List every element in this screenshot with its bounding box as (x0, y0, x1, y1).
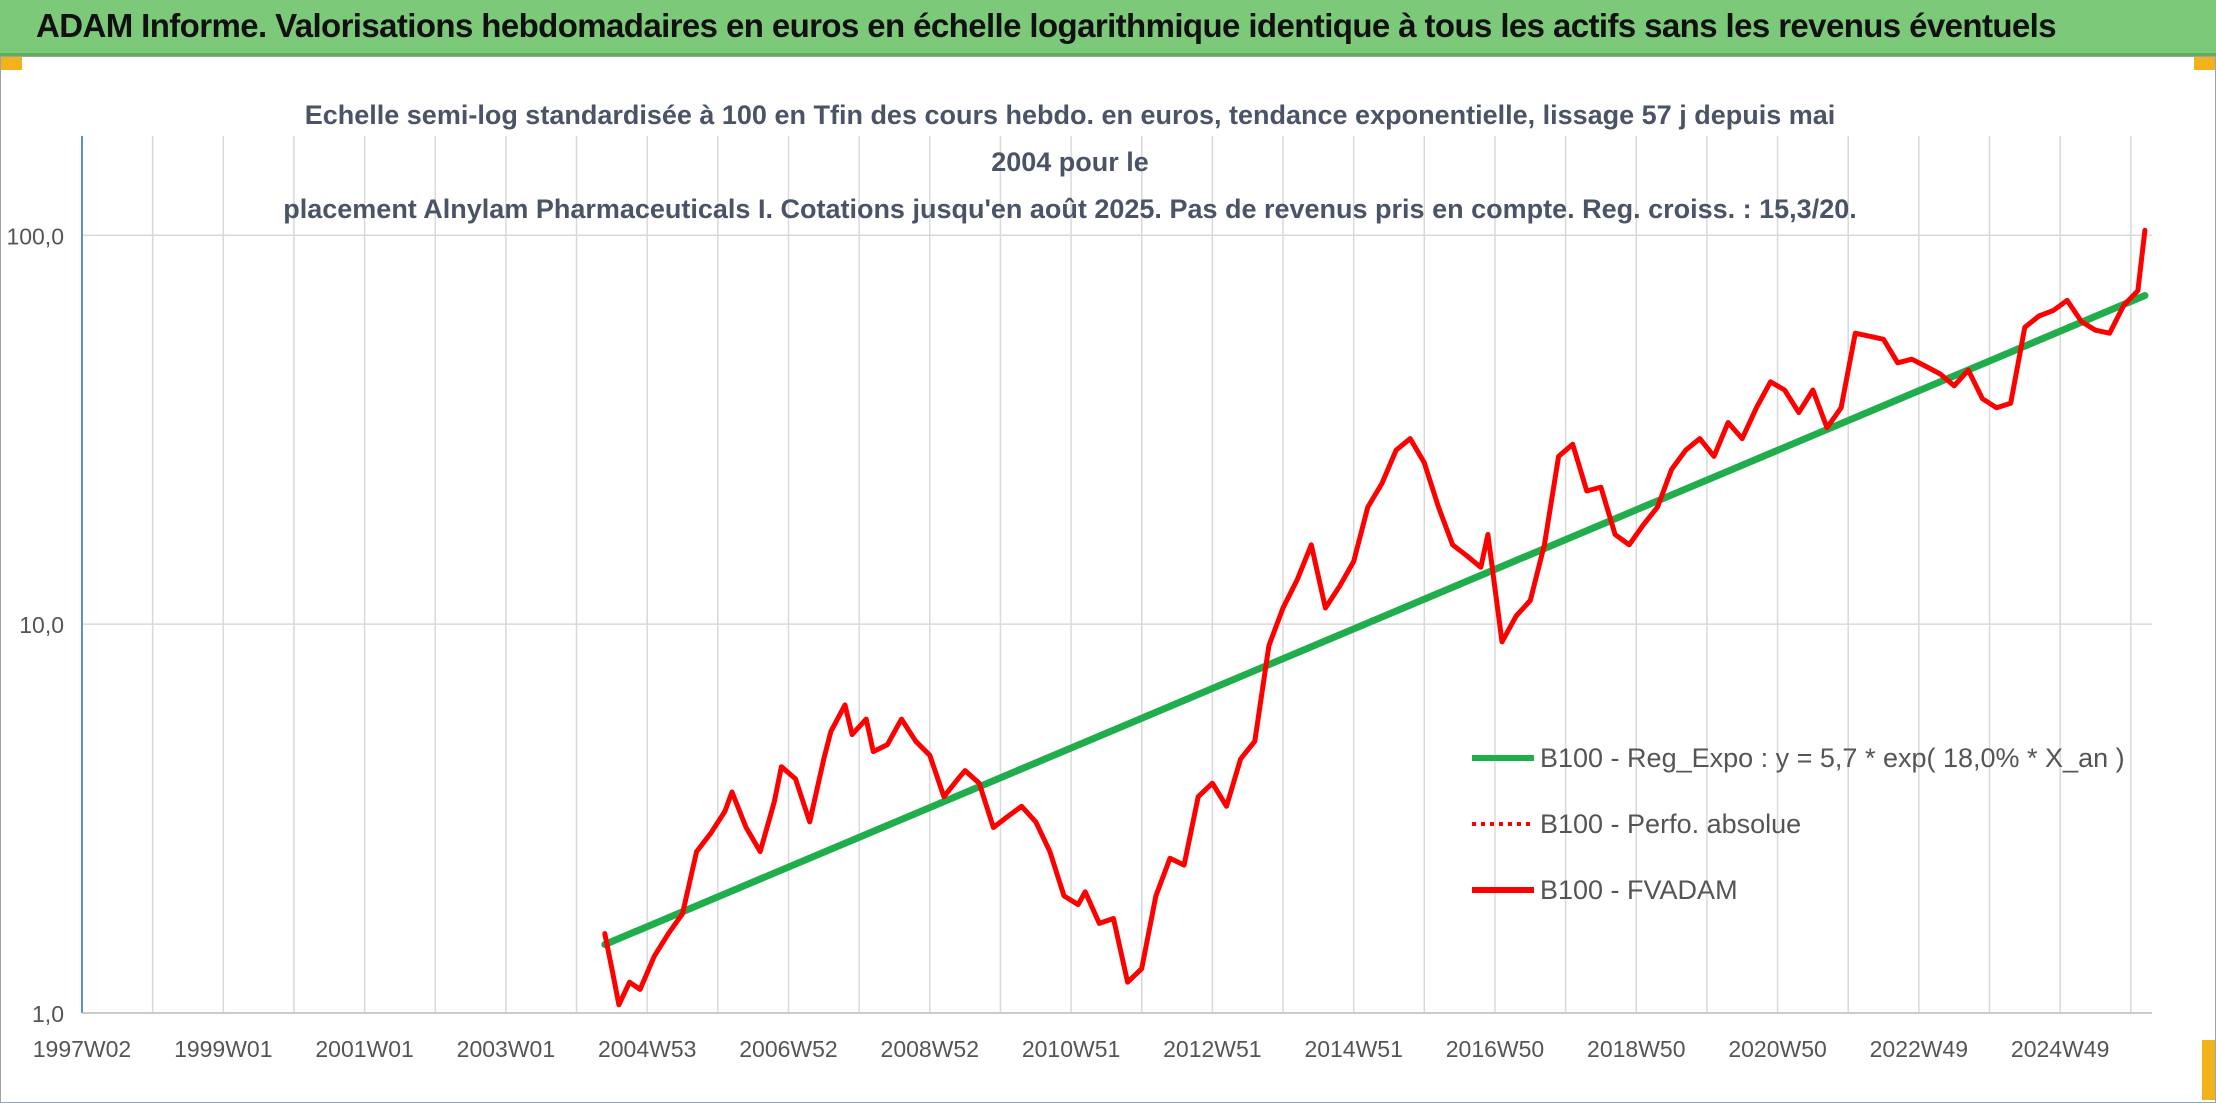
x-tick-label: 2003W01 (457, 1036, 555, 1062)
x-tick-label: 2010W51 (1022, 1036, 1120, 1062)
x-tick-label: 2012W51 (1163, 1036, 1261, 1062)
x-tick-label: 2006W52 (739, 1036, 837, 1062)
x-tick-label: 2024W49 (2011, 1036, 2109, 1062)
chart-title-line-1: Echelle semi-log standardisée à 100 en T… (304, 100, 1836, 177)
y-tick-label: 1,0 (32, 1001, 64, 1027)
series-fvadam-line (602, 227, 2148, 1008)
header-banner: ADAM Informe. Valorisations hebdomadaire… (0, 0, 2216, 56)
legend-label: B100 - Reg_Expo : y = 5,7 * exp( 18,0% *… (1540, 743, 2125, 773)
corner-accent-bottom-right (2202, 1040, 2216, 1100)
x-tick-label: 1999W01 (174, 1036, 272, 1062)
x-tick-label: 2014W51 (1304, 1036, 1402, 1062)
x-tick-label: 2016W50 (1446, 1036, 1544, 1062)
x-tick-label: 1997W02 (33, 1036, 131, 1062)
x-tick-label: 2018W50 (1587, 1036, 1685, 1062)
x-tick-label: 2020W50 (1728, 1036, 1826, 1062)
chart-title: Echelle semi-log standardisée à 100 en T… (280, 92, 1860, 233)
x-tick-label: 2022W49 (1870, 1036, 1968, 1062)
corner-accent-right (2194, 56, 2216, 70)
x-tick-label: 2004W53 (598, 1036, 696, 1062)
x-tick-label: 2008W52 (881, 1036, 979, 1062)
series-reg-expo-line (601, 292, 2149, 948)
x-tick-label: 2001W01 (315, 1036, 413, 1062)
grid (81, 136, 2152, 1014)
y-tick-label: 10,0 (19, 612, 64, 638)
page-title: ADAM Informe. Valorisations hebdomadaire… (36, 7, 2057, 44)
legend-label: B100 - FVADAM (1540, 875, 1738, 905)
y-tick-label: 100,0 (6, 223, 64, 249)
legend-label: B100 - Perfo. absolue (1540, 809, 1801, 839)
legend: B100 - Reg_Expo : y = 5,7 * exp( 18,0% *… (1472, 743, 2125, 905)
corner-accent-left (0, 56, 22, 70)
chart-title-line-2: placement Alnylam Pharmaceuticals I. Cot… (283, 194, 1857, 224)
